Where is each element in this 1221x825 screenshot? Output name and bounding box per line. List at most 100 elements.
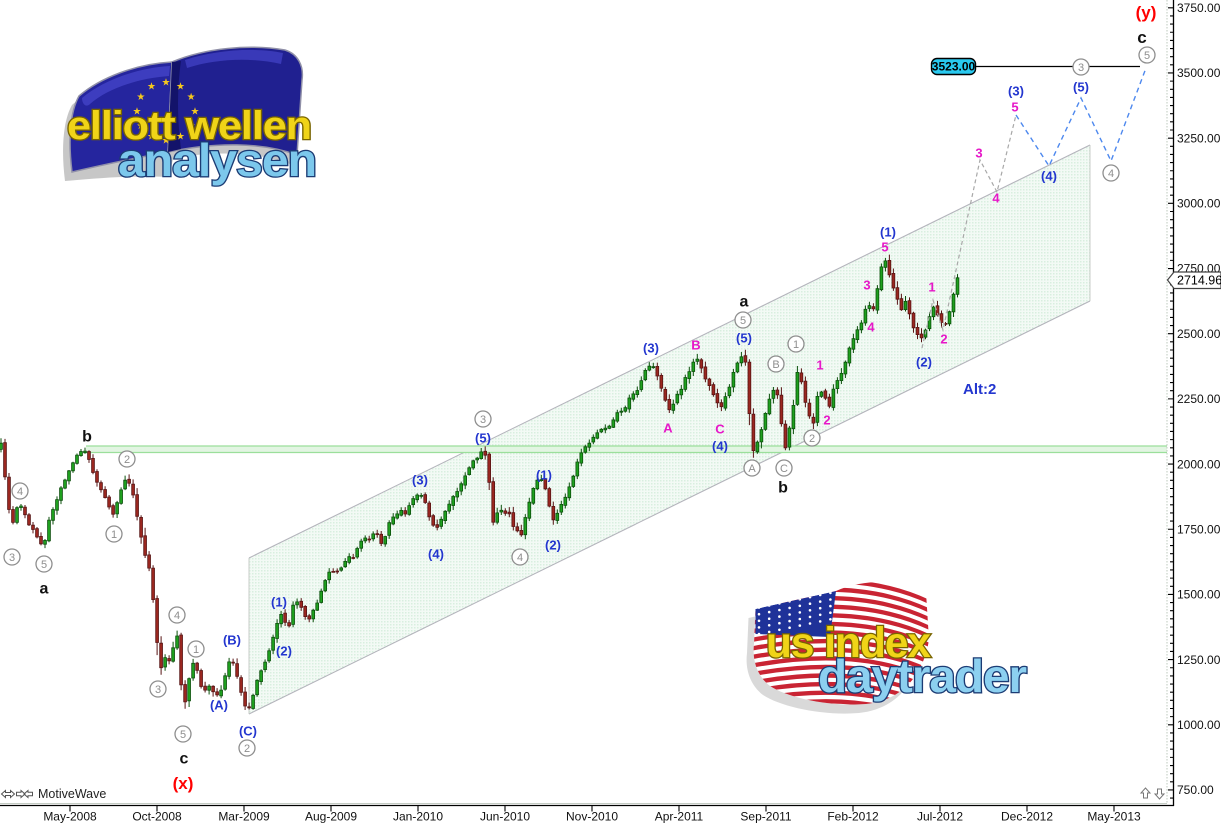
svg-text:1500.00: 1500.00 — [1177, 588, 1221, 602]
svg-text:(4): (4) — [712, 439, 728, 454]
svg-text:(3): (3) — [643, 341, 659, 356]
svg-text:b: b — [82, 429, 92, 446]
svg-text:3523.00: 3523.00 — [932, 60, 976, 74]
svg-text:May-2013: May-2013 — [1087, 810, 1141, 824]
svg-text:(1): (1) — [271, 595, 287, 610]
svg-text:5: 5 — [1011, 100, 1018, 115]
svg-text:(B): (B) — [223, 633, 241, 648]
svg-text:5: 5 — [180, 729, 186, 741]
svg-text:★: ★ — [176, 132, 185, 143]
svg-text:B: B — [691, 338, 700, 353]
svg-text:5: 5 — [881, 240, 888, 255]
svg-text:analysen: analysen — [118, 134, 316, 186]
svg-text:5: 5 — [41, 559, 47, 571]
svg-text:★: ★ — [133, 107, 142, 118]
svg-text:3250.00: 3250.00 — [1177, 131, 1221, 145]
svg-text:4: 4 — [517, 552, 523, 564]
svg-text:daytrader: daytrader — [818, 650, 1027, 702]
svg-text:★: ★ — [136, 92, 145, 103]
svg-text:1: 1 — [111, 529, 117, 541]
svg-text:★: ★ — [147, 132, 156, 143]
svg-text:A: A — [663, 421, 673, 436]
svg-text:elliott wellen: elliott wellen — [67, 104, 311, 148]
svg-text:1: 1 — [193, 644, 199, 656]
svg-text:3: 3 — [1078, 62, 1084, 74]
svg-text:Dec-2012: Dec-2012 — [1001, 810, 1053, 824]
svg-text:Aug-2009: Aug-2009 — [305, 810, 357, 824]
svg-text:5: 5 — [740, 315, 746, 327]
svg-text:4: 4 — [1108, 168, 1114, 180]
svg-text:1: 1 — [793, 339, 799, 351]
svg-text:★: ★ — [187, 92, 196, 103]
svg-text:(3): (3) — [1008, 84, 1024, 99]
svg-text:2250.00: 2250.00 — [1177, 392, 1221, 406]
svg-text:c: c — [1137, 28, 1146, 47]
svg-text:Apr-2011: Apr-2011 — [655, 810, 704, 824]
svg-text:1: 1 — [816, 358, 823, 373]
svg-text:2000.00: 2000.00 — [1177, 457, 1221, 471]
svg-text:4: 4 — [17, 486, 23, 498]
svg-text:(4): (4) — [428, 547, 444, 562]
svg-text:Feb-2012: Feb-2012 — [827, 810, 879, 824]
svg-text:1250.00: 1250.00 — [1177, 653, 1221, 667]
svg-text:a: a — [40, 581, 49, 598]
svg-text:1: 1 — [928, 280, 935, 295]
svg-text:Jun-2010: Jun-2010 — [480, 810, 530, 824]
svg-text:1750.00: 1750.00 — [1177, 522, 1221, 536]
svg-text:Oct-2008: Oct-2008 — [132, 810, 182, 824]
svg-text:3: 3 — [480, 414, 486, 426]
svg-text:2: 2 — [244, 743, 250, 755]
svg-text:750.00: 750.00 — [1177, 783, 1214, 797]
svg-text:us index: us index — [766, 619, 931, 667]
svg-text:(2): (2) — [276, 644, 292, 659]
svg-text:4: 4 — [867, 320, 875, 335]
svg-text:★: ★ — [147, 81, 156, 92]
svg-text:(1): (1) — [536, 468, 552, 483]
svg-text:3000.00: 3000.00 — [1177, 197, 1221, 211]
svg-text:2: 2 — [940, 332, 947, 347]
svg-text:5: 5 — [1144, 50, 1150, 62]
svg-text:(x): (x) — [173, 774, 194, 793]
svg-text:(2): (2) — [916, 355, 932, 370]
svg-text:b: b — [778, 480, 788, 497]
svg-text:3: 3 — [975, 146, 982, 161]
svg-text:4: 4 — [174, 610, 180, 622]
svg-text:(3): (3) — [412, 473, 428, 488]
svg-text:2: 2 — [823, 413, 830, 428]
svg-text:C: C — [715, 422, 725, 437]
svg-text:2714.96: 2714.96 — [1177, 274, 1221, 288]
svg-text:May-2008: May-2008 — [43, 810, 97, 824]
svg-text:(2): (2) — [545, 538, 561, 553]
svg-text:★: ★ — [162, 78, 171, 89]
svg-text:1000.00: 1000.00 — [1177, 718, 1221, 732]
svg-text:Alt:2: Alt:2 — [963, 381, 996, 398]
svg-text:(C): (C) — [239, 724, 257, 739]
svg-text:★: ★ — [187, 121, 196, 132]
svg-text:3500.00: 3500.00 — [1177, 66, 1221, 80]
svg-text:(5): (5) — [1073, 80, 1089, 95]
svg-text:MotiveWave: MotiveWave — [38, 787, 106, 801]
svg-text:★: ★ — [136, 121, 145, 132]
svg-text:3: 3 — [155, 684, 161, 696]
svg-text:Mar-2009: Mar-2009 — [218, 810, 270, 824]
svg-text:3: 3 — [863, 278, 870, 293]
svg-text:a: a — [740, 294, 749, 311]
svg-text:c: c — [180, 751, 189, 768]
svg-text:Sep-2011: Sep-2011 — [740, 810, 791, 824]
svg-text:(A): (A) — [210, 698, 228, 713]
svg-text:4: 4 — [992, 191, 1000, 206]
svg-text:(5): (5) — [475, 431, 491, 446]
svg-text:Nov-2010: Nov-2010 — [566, 810, 618, 824]
svg-text:(y): (y) — [1136, 3, 1157, 22]
svg-text:3750.00: 3750.00 — [1177, 1, 1221, 15]
svg-text:B: B — [772, 359, 779, 371]
svg-text:3: 3 — [9, 552, 15, 564]
svg-text:★: ★ — [176, 81, 185, 92]
svg-text:2: 2 — [809, 433, 815, 445]
svg-text:Jul-2012: Jul-2012 — [917, 810, 963, 824]
svg-text:★: ★ — [162, 136, 171, 147]
svg-text:A: A — [748, 463, 756, 475]
svg-text:(4): (4) — [1041, 169, 1057, 184]
svg-text:(1): (1) — [880, 225, 896, 240]
svg-text:Jan-2010: Jan-2010 — [393, 810, 443, 824]
